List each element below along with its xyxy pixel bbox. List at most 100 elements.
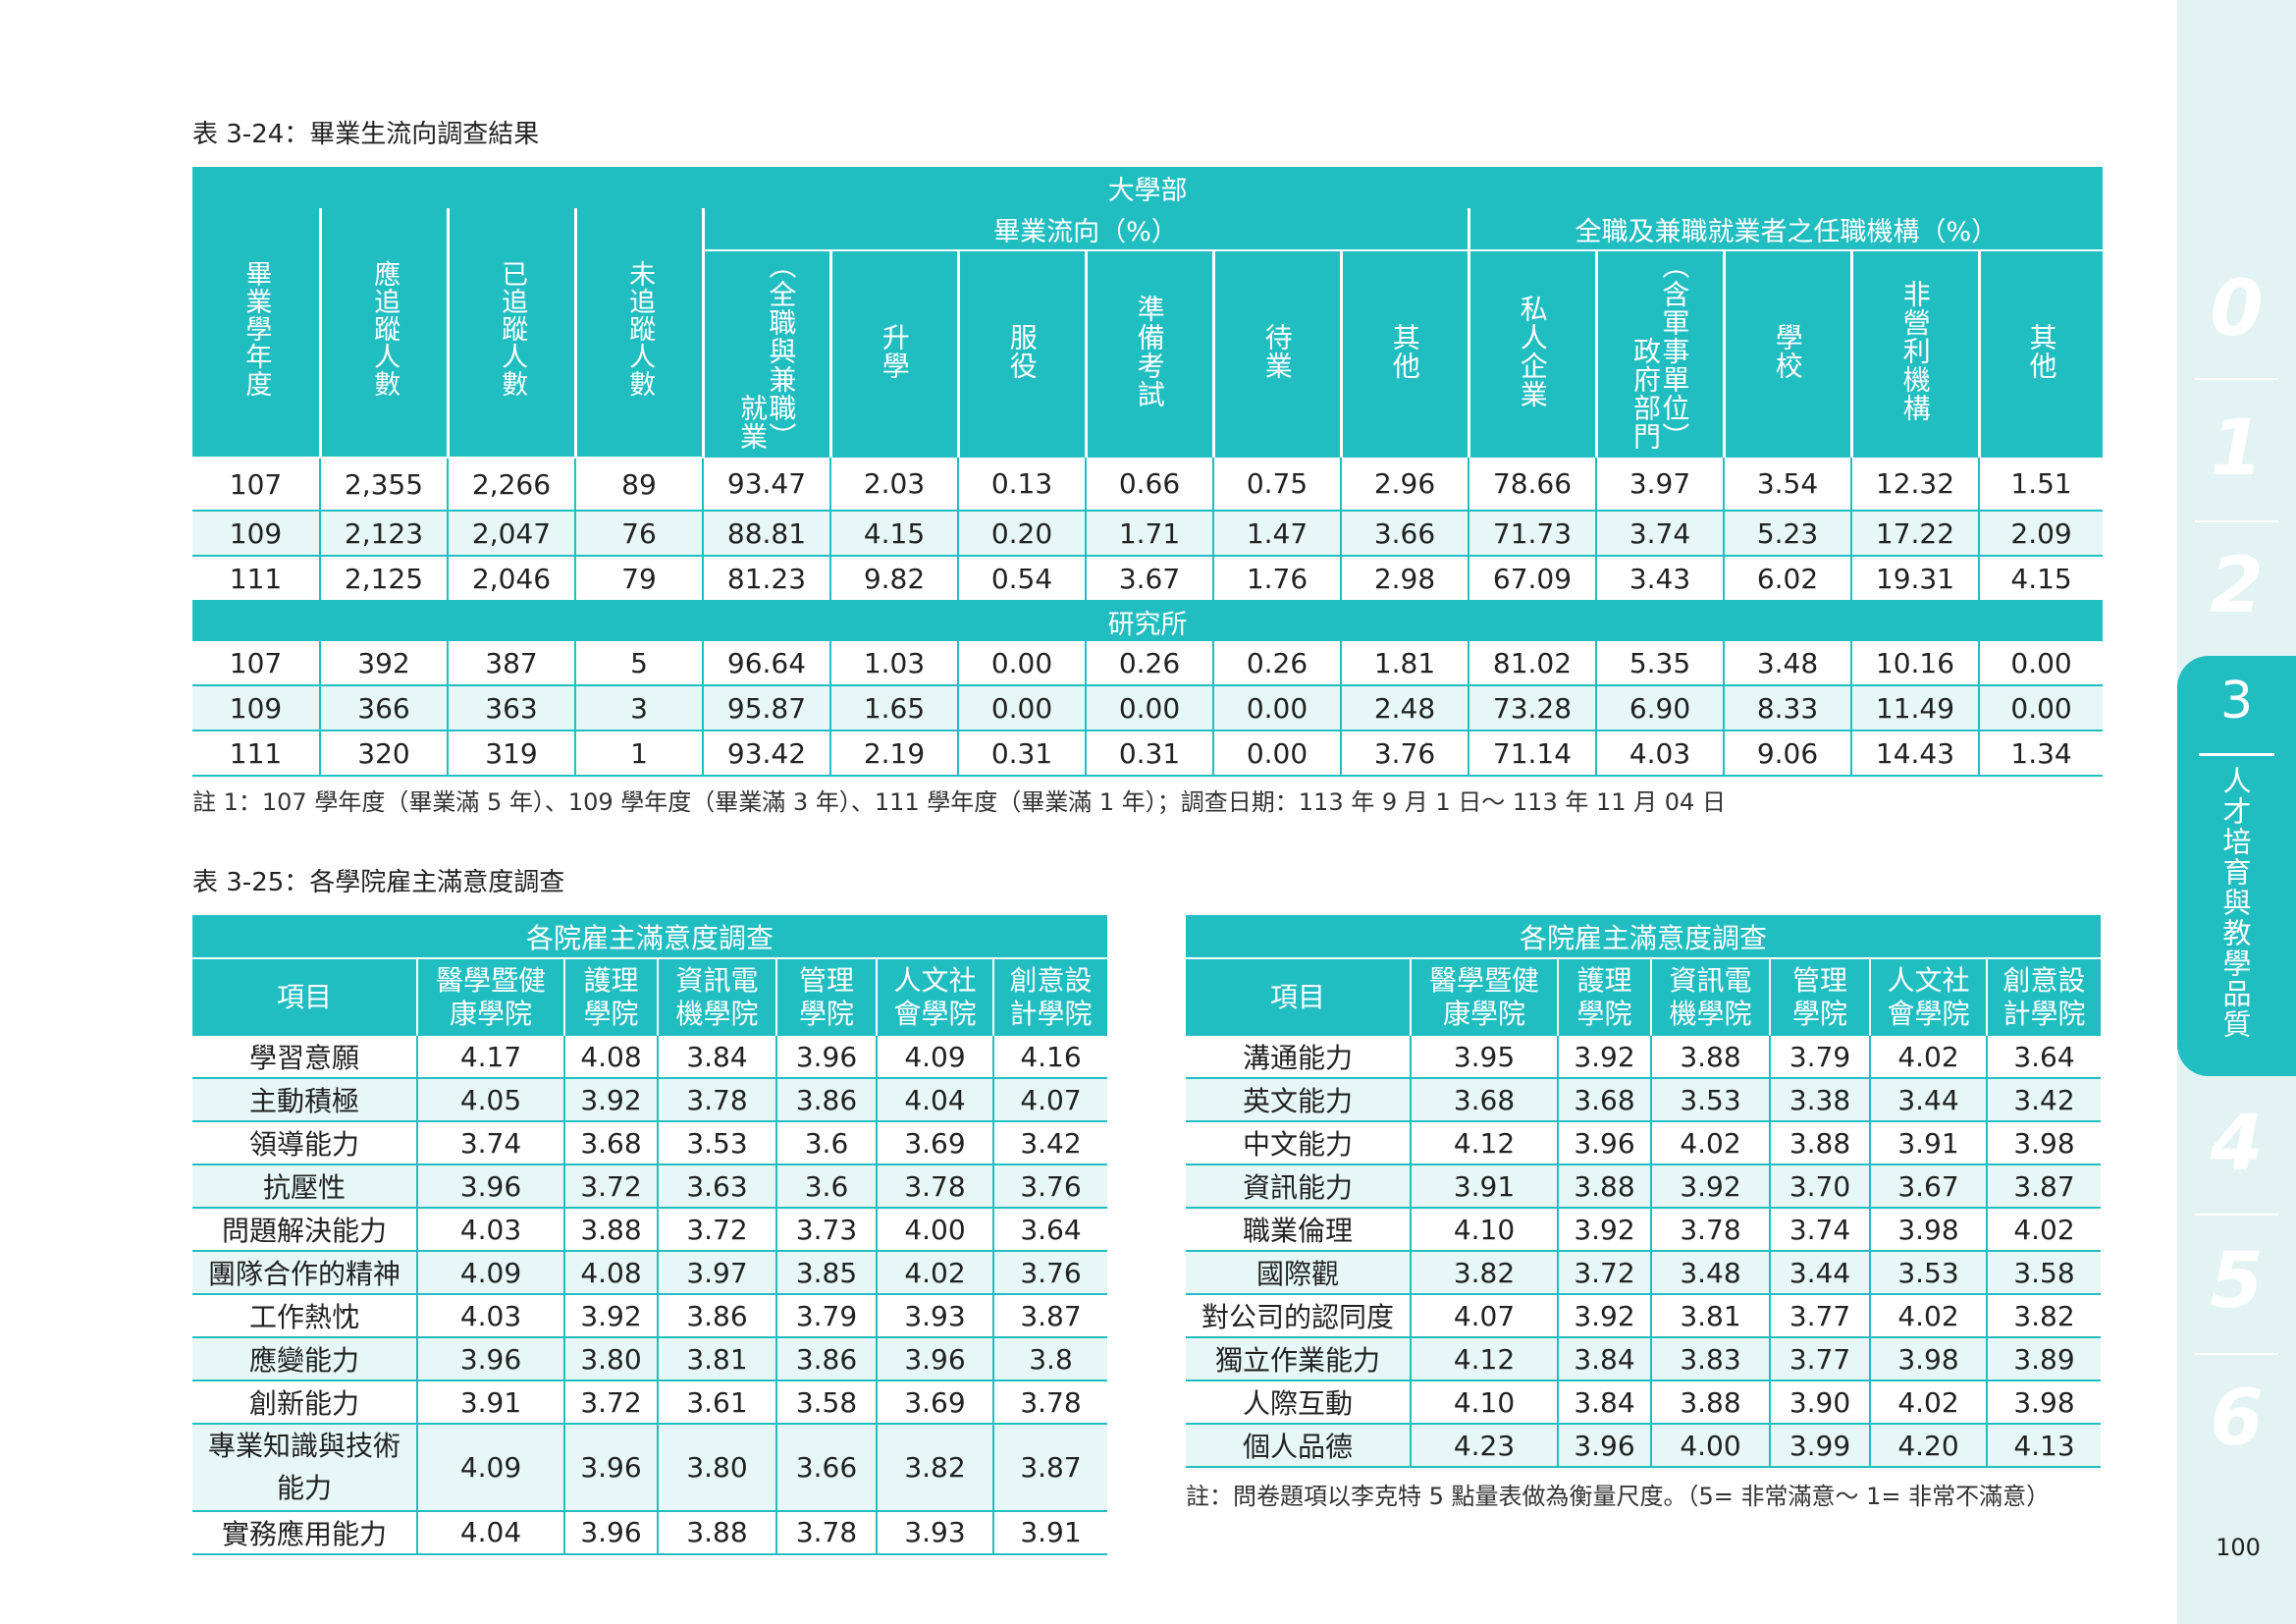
score-cell: 3.87 bbox=[991, 1294, 1108, 1338]
tab-divider bbox=[2195, 1214, 2278, 1216]
score-cell: 3.67 bbox=[1869, 1164, 1987, 1209]
score-cell: 4.04 bbox=[416, 1510, 564, 1555]
score-cell: 3.89 bbox=[1985, 1337, 2102, 1381]
right-header-design: 創意設 計學院 bbox=[1985, 958, 2102, 1036]
score-cell: 3.84 bbox=[1557, 1380, 1651, 1425]
table-row: 領導能力 3.74 3.68 3.53 3.6 3.69 3.42 bbox=[192, 1121, 1108, 1165]
chapter-tab-2[interactable]: 2 bbox=[2210, 542, 2264, 630]
table-cell: 1.76 bbox=[1212, 556, 1341, 602]
table-cell: 3.97 bbox=[1595, 458, 1724, 512]
right-header-it: 資訊電 機學院 bbox=[1650, 958, 1770, 1036]
header-nonprofit: 非營利機構 bbox=[1849, 250, 1979, 458]
table-3-25-caption: 表 3-25：各學院雇主滿意度調查 bbox=[192, 868, 565, 897]
table-cell: 67.09 bbox=[1468, 556, 1596, 602]
table-cell: 2.03 bbox=[829, 458, 958, 512]
chapter-tab-0[interactable]: 0 bbox=[2210, 265, 2264, 353]
score-cell: 3.98 bbox=[1869, 1337, 1987, 1381]
score-cell: 4.02 bbox=[1869, 1036, 1987, 1079]
score-cell: 4.16 bbox=[991, 1036, 1108, 1079]
table-cell: 3.48 bbox=[1723, 641, 1851, 686]
left-header-management: 管理 學院 bbox=[775, 958, 877, 1036]
table-cell: 6.90 bbox=[1595, 685, 1724, 731]
table-cell: 320 bbox=[319, 731, 448, 777]
item-label: 人際互動 bbox=[1186, 1380, 1411, 1425]
item-label: 專業知識與技術 能力 bbox=[192, 1424, 417, 1512]
header-government: 政府部門（含軍事單位） bbox=[1594, 250, 1724, 458]
table-cell: 12.32 bbox=[1850, 458, 1979, 512]
table-cell: 14.43 bbox=[1850, 731, 1979, 777]
group-org-header: 全職及兼職就業者之任職機構（%） bbox=[1467, 208, 2104, 251]
chapter-tab-5[interactable]: 5 bbox=[2210, 1237, 2264, 1326]
table-cell: 2.96 bbox=[1340, 458, 1468, 512]
table-cell: 96.64 bbox=[702, 641, 830, 686]
tab-divider bbox=[2195, 520, 2278, 522]
score-cell: 3.6 bbox=[775, 1121, 877, 1165]
table-cell: 6.02 bbox=[1723, 556, 1851, 602]
score-cell: 4.00 bbox=[876, 1208, 993, 1252]
score-cell: 4.08 bbox=[563, 1251, 658, 1295]
score-cell: 3.64 bbox=[1985, 1036, 2102, 1079]
item-label: 學習意願 bbox=[192, 1036, 417, 1079]
left-header-humanities: 人文社 會學院 bbox=[876, 958, 993, 1036]
score-cell: 3.98 bbox=[1985, 1380, 2102, 1425]
right-band: 各院雇主滿意度調查 bbox=[1186, 915, 2102, 959]
chapter-tab-6[interactable]: 6 bbox=[2210, 1375, 2264, 1463]
score-cell: 3.78 bbox=[1650, 1208, 1770, 1252]
score-cell: 4.23 bbox=[1410, 1424, 1558, 1468]
header-flow-other: 其他 bbox=[1339, 250, 1468, 458]
table-cell: 95.87 bbox=[702, 685, 830, 731]
item-label: 工作熱忱 bbox=[192, 1294, 417, 1338]
table-cell: 111 bbox=[192, 556, 320, 602]
table-cell: 8.33 bbox=[1723, 685, 1851, 731]
table-cell: 2,047 bbox=[447, 511, 575, 557]
left-header-design: 創意設 計學院 bbox=[991, 958, 1108, 1036]
table-row: 工作熱忱 4.03 3.92 3.86 3.79 3.93 3.87 bbox=[192, 1294, 1108, 1338]
score-cell: 3.98 bbox=[1869, 1208, 1987, 1252]
score-cell: 3.44 bbox=[1769, 1251, 1870, 1295]
chapter-tab-3-active[interactable]: 3 人才培育與教學品質 bbox=[2177, 656, 2296, 1076]
table-cell: 366 bbox=[319, 685, 448, 731]
table-cell: 0.31 bbox=[1085, 731, 1213, 777]
score-cell: 3.90 bbox=[1769, 1380, 1870, 1425]
table-row: 主動積極 4.05 3.92 3.78 3.86 4.04 4.07 bbox=[192, 1078, 1108, 1122]
table-cell: 0.26 bbox=[1212, 641, 1341, 686]
table-cell: 19.31 bbox=[1850, 556, 1979, 602]
score-cell: 4.10 bbox=[1410, 1380, 1558, 1425]
score-cell: 3.79 bbox=[1769, 1036, 1870, 1079]
table-cell: 0.13 bbox=[957, 458, 1086, 512]
table-row: 應變能力 3.96 3.80 3.81 3.86 3.96 3.8 bbox=[192, 1337, 1108, 1381]
chapter-tab-4[interactable]: 4 bbox=[2210, 1100, 2264, 1188]
tab-divider bbox=[2195, 1353, 2278, 1355]
score-cell: 3.8 bbox=[991, 1337, 1108, 1381]
table-row: 英文能力 3.68 3.68 3.53 3.38 3.44 3.42 bbox=[1186, 1078, 2102, 1122]
table-cell: 2.19 bbox=[829, 731, 958, 777]
table-cell: 5.23 bbox=[1723, 511, 1851, 557]
chapter-tab-1[interactable]: 1 bbox=[2210, 405, 2264, 493]
score-cell: 4.13 bbox=[1985, 1424, 2102, 1468]
right-header-humanities: 人文社 會學院 bbox=[1869, 958, 1987, 1036]
header-to-track: 應追蹤人數 bbox=[318, 208, 448, 459]
table-row: 對公司的認同度 4.07 3.92 3.81 3.77 4.02 3.82 bbox=[1186, 1294, 2102, 1338]
header-private: 私人企業 bbox=[1467, 250, 1596, 458]
score-cell: 3.80 bbox=[563, 1337, 658, 1381]
score-cell: 3.84 bbox=[1557, 1337, 1651, 1381]
score-cell: 3.79 bbox=[775, 1294, 877, 1338]
table-cell: 71.14 bbox=[1468, 731, 1596, 777]
score-cell: 4.07 bbox=[991, 1078, 1108, 1122]
table-cell: 17.22 bbox=[1850, 511, 1979, 557]
table-cell: 5.35 bbox=[1595, 641, 1724, 686]
page-number: 100 bbox=[2216, 1534, 2261, 1561]
table-cell: 111 bbox=[192, 731, 320, 777]
table-row: 抗壓性 3.96 3.72 3.63 3.6 3.78 3.76 bbox=[192, 1164, 1108, 1209]
score-cell: 3.68 bbox=[563, 1121, 658, 1165]
score-cell: 3.92 bbox=[563, 1294, 658, 1338]
score-cell: 3.91 bbox=[1410, 1164, 1558, 1209]
item-label: 抗壓性 bbox=[192, 1164, 417, 1209]
score-cell: 3.97 bbox=[657, 1251, 776, 1295]
score-cell: 3.88 bbox=[563, 1208, 658, 1252]
table-cell: 3.74 bbox=[1595, 511, 1724, 557]
table-row: 107 392 387 5 96.64 1.03 0.00 0.26 0.26 1.81 81.02… bbox=[192, 641, 2104, 686]
table-cell: 4.03 bbox=[1595, 731, 1724, 777]
table-row: 資訊能力 3.91 3.88 3.92 3.70 3.67 3.87 bbox=[1186, 1164, 2102, 1209]
table-cell: 2,046 bbox=[447, 556, 575, 602]
